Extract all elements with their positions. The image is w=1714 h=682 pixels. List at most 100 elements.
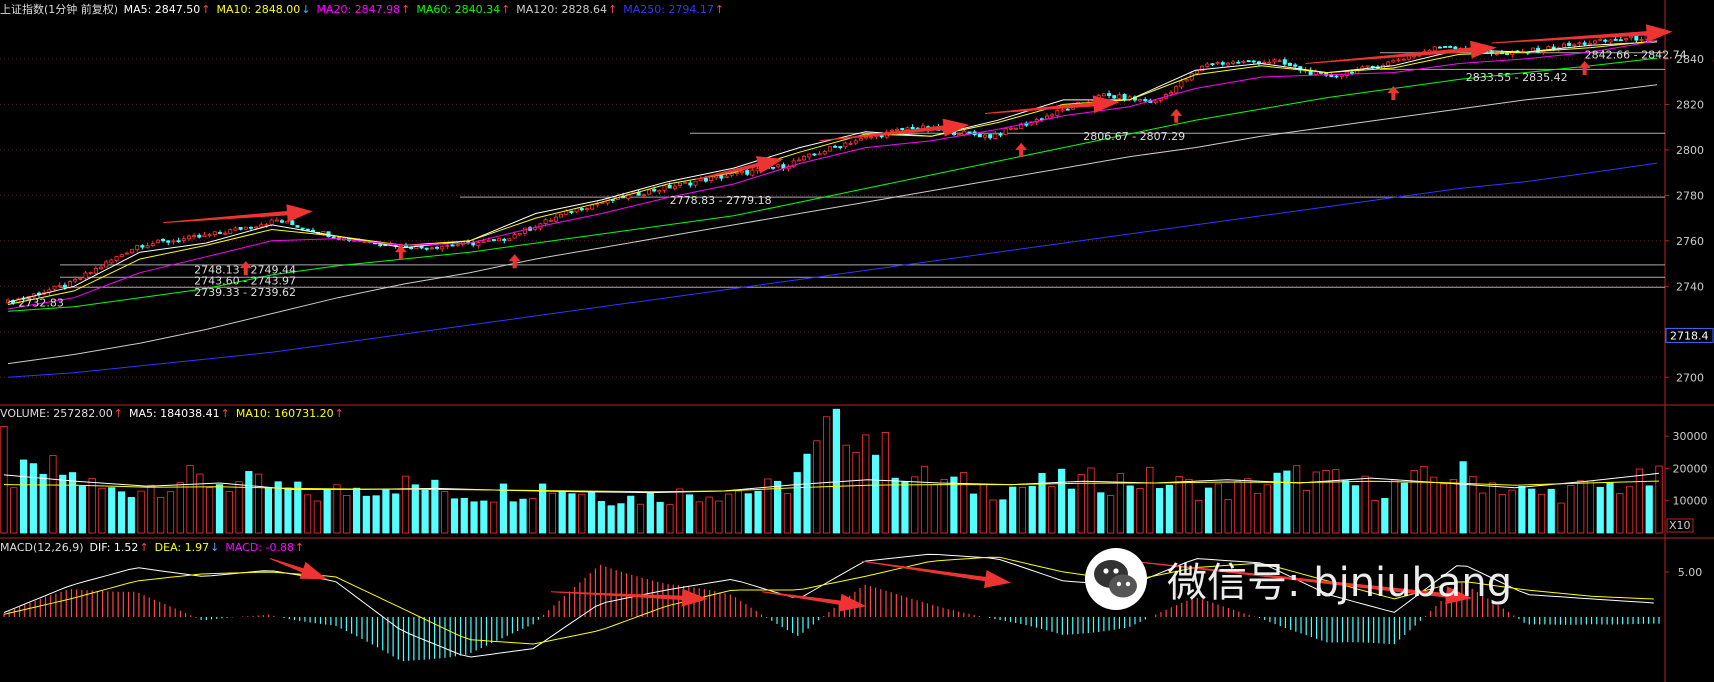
candle-body xyxy=(1623,38,1628,41)
volume-bar xyxy=(313,500,321,534)
candle-body xyxy=(838,146,843,148)
volume-bar xyxy=(578,493,586,534)
candle-body xyxy=(119,254,124,258)
candle-body xyxy=(1287,62,1292,66)
volume-bar xyxy=(1528,488,1536,534)
signal-up-arrow xyxy=(1015,142,1028,157)
volume-bar xyxy=(1488,482,1497,534)
candle-body xyxy=(1060,109,1065,112)
volume-bar xyxy=(362,495,370,534)
candle-body xyxy=(1603,39,1608,42)
volume-bar xyxy=(29,463,37,534)
volume-bar xyxy=(529,498,537,534)
candle-body xyxy=(833,145,838,148)
main-legend-arrow-2: ↑ xyxy=(401,3,411,16)
main-legend-arrow-5: ↑ xyxy=(714,3,725,16)
volume-bar xyxy=(1332,469,1340,534)
volume-bar xyxy=(137,490,145,534)
candle-body xyxy=(1225,62,1230,66)
volume-bar xyxy=(1645,485,1653,534)
volume-bar xyxy=(862,434,870,534)
volume-bar xyxy=(1009,486,1017,534)
candle-body xyxy=(1251,60,1256,63)
candle-body xyxy=(161,238,166,242)
volume-bar xyxy=(803,453,811,534)
volume-bar xyxy=(1293,465,1301,534)
candle-body xyxy=(1448,46,1453,48)
candle-body xyxy=(1598,38,1603,41)
candle-body xyxy=(486,239,491,242)
candle-body xyxy=(853,140,858,144)
candle-body xyxy=(497,238,502,242)
candle-body xyxy=(481,240,486,243)
candle-body xyxy=(889,129,894,132)
candle-body xyxy=(548,219,553,222)
volume-bar xyxy=(284,487,292,534)
candle-body xyxy=(776,164,781,168)
candle-body xyxy=(1608,39,1613,43)
volume-bar xyxy=(372,495,380,534)
candle-body xyxy=(1561,43,1566,48)
volume-bar xyxy=(431,479,439,534)
volume-bar xyxy=(343,494,351,534)
candle-body xyxy=(440,246,445,250)
candle-body xyxy=(512,234,517,239)
candle-body xyxy=(672,185,677,190)
candle-body xyxy=(1210,63,1215,66)
candle-body xyxy=(52,285,57,290)
candle-body xyxy=(1365,65,1370,68)
volume-bar xyxy=(1175,476,1183,534)
candle-body xyxy=(683,181,688,184)
candle-body xyxy=(150,243,155,246)
volume-bar xyxy=(823,416,831,534)
candle-body xyxy=(1045,115,1050,120)
volume-bar xyxy=(607,505,615,534)
candle-body xyxy=(678,182,683,186)
volume-bar xyxy=(1097,492,1105,534)
candle-body xyxy=(140,245,145,248)
volume-bar xyxy=(1449,479,1457,534)
volume-bar xyxy=(1586,480,1595,534)
candle-body xyxy=(1055,110,1060,116)
main-legend-2: MA20: 2847.98↑ xyxy=(316,3,411,16)
ma-line-ma120 xyxy=(7,84,1658,365)
candle-body xyxy=(243,226,248,230)
candle-body xyxy=(590,204,595,210)
main-legend-arrow-1: ↓ xyxy=(301,3,311,16)
macd-dea-line xyxy=(3,556,1654,645)
candle-body xyxy=(553,216,558,222)
candle-body xyxy=(910,126,915,130)
candle-body xyxy=(109,259,114,264)
candle-body xyxy=(1174,86,1179,94)
volume-bar xyxy=(382,488,390,534)
volume-bar xyxy=(1371,500,1379,534)
candle-body xyxy=(285,220,290,224)
volume-bar xyxy=(793,472,801,534)
volume-bar xyxy=(1126,485,1134,534)
volume-bar xyxy=(1381,498,1389,534)
candle-body xyxy=(977,134,982,138)
candle-body xyxy=(429,247,434,250)
macd-legend-1: DIF: 1.52↑ xyxy=(89,541,149,554)
price-tick-label: 2780 xyxy=(1676,189,1704,202)
main-legend-0: MA5: 2847.50↑ xyxy=(123,3,211,16)
candle-body xyxy=(1494,53,1499,55)
candle-body xyxy=(1505,53,1510,55)
volume-bar xyxy=(1518,486,1526,534)
candle-body xyxy=(491,239,496,241)
volume-bar xyxy=(255,473,263,534)
candle-body xyxy=(1231,61,1236,64)
candle-body xyxy=(1282,59,1287,65)
volume-bar xyxy=(1498,494,1506,534)
volume-bar xyxy=(1234,481,1242,534)
volume-bar xyxy=(842,444,850,534)
volume-bar xyxy=(166,491,175,534)
macd-legend-2: DEA: 1.97↓ xyxy=(154,541,220,554)
volume-bar xyxy=(1155,488,1164,534)
volume-bar xyxy=(754,490,762,534)
candle-body xyxy=(409,247,414,250)
candle-body xyxy=(1572,43,1577,46)
price-annotation: 2833.55 - 2835.42 xyxy=(1466,71,1568,84)
candle-body xyxy=(993,133,998,139)
trend-arrow xyxy=(1491,24,1673,44)
